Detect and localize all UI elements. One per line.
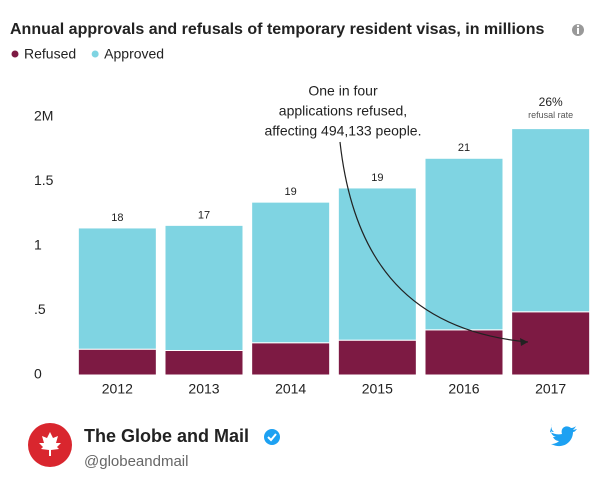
info-icon[interactable] [572,24,584,36]
x-tick-label: 2013 [188,381,219,397]
annotation-arrow [339,141,529,343]
y-tick-label: 2M [34,108,53,124]
annotation-line: One in four [308,83,378,99]
y-tick-label: .5 [34,301,46,317]
y-tick-label: 1 [34,237,42,253]
bar-segment [77,348,157,376]
bar-segment [251,342,331,376]
legend-swatch [11,50,19,58]
x-tick-label: 2016 [448,381,479,397]
annotation-line: affecting 494,133 people. [265,123,422,139]
chart-title: Annual approvals and refusals of tempora… [10,21,544,38]
rate-label: 26% [539,95,563,109]
arrow-head [520,338,528,346]
x-tick-label: 2015 [362,381,393,397]
verified-badge [264,429,280,445]
rate-label: 19 [371,172,383,184]
annotation-line: applications refused, [279,103,407,119]
legend-label: Approved [104,46,164,62]
annotation: One in four applications refused, affectin… [265,83,422,139]
twitter-logo[interactable] [550,424,577,447]
bar-segment [337,339,417,376]
rate-label: 17 [198,209,210,221]
rate-label: 21 [458,142,470,154]
x-tick-label: 2014 [275,381,306,397]
bar-segment [511,128,591,313]
bar-segment [251,201,331,344]
legend: Refused Approved [11,46,164,62]
bar-segment [337,187,417,341]
bar-segment [424,157,504,331]
bar-segment [424,329,504,376]
bar-segment [164,224,244,351]
rate-note: refusal rate [528,110,573,120]
y-tick-label: 1.5 [34,172,54,188]
account-handle[interactable]: @globeandmail [84,453,188,470]
plot: 0 .5 1 1.5 2M 18 2012 17 2013 19 2014 19 2015 21 2016 2… [34,95,591,397]
legend-swatch [91,50,99,58]
y-tick-label: 0 [34,366,42,382]
account-name[interactable]: The Globe and Mail [84,426,249,446]
legend-label: Refused [24,46,76,62]
avatar[interactable] [28,423,72,467]
bar-segment [164,349,244,376]
x-tick-label: 2012 [102,381,133,397]
bar-segment [77,227,157,350]
rate-label: 18 [111,212,123,224]
rate-label: 19 [285,186,297,198]
x-tick-label: 2017 [535,381,566,397]
